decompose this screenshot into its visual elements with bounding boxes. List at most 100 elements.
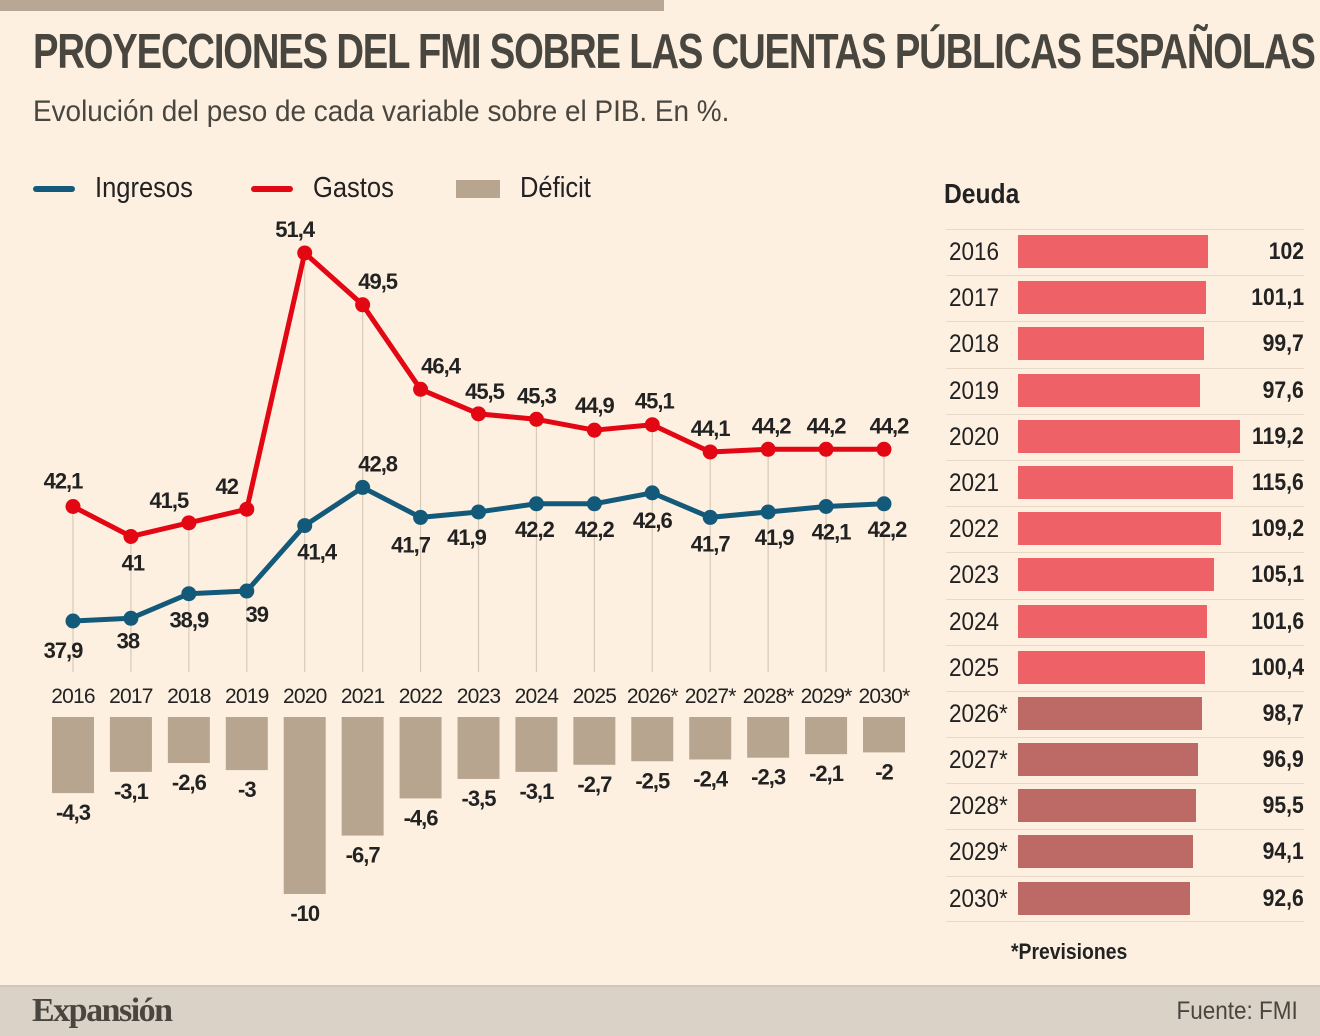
ingresos-point: [586, 496, 602, 512]
deuda-value-label: 97,6: [1262, 376, 1304, 404]
ingresos-value-label: 41,7: [391, 532, 431, 557]
legend-label-deficit: Déficit: [520, 172, 591, 204]
deuda-value-label: 99,7: [1262, 330, 1304, 358]
gastos-value-label: 44,2: [752, 413, 792, 438]
deuda-row: 2023 105,1: [946, 552, 1304, 598]
deuda-year-label: 2025: [949, 653, 1000, 682]
ingresos-value-label: 42,8: [358, 451, 398, 476]
ingresos-value-label: 38: [117, 628, 140, 653]
deuda-value-label: 101,6: [1251, 607, 1304, 635]
x-tick-label: 2028*: [743, 685, 795, 708]
deficit-value-label: -2,6: [172, 770, 207, 795]
gastos-value-label: 41: [122, 550, 145, 575]
deuda-value-label: 100,4: [1251, 653, 1304, 681]
deuda-year-label: 2020: [949, 422, 1000, 451]
ingresos-value-label: 41,9: [447, 525, 487, 550]
ingresos-line-swatch-icon: [33, 185, 75, 192]
deficit-value-label: -2,1: [809, 761, 844, 786]
deficit-value-label: -4,6: [404, 805, 439, 830]
ingresos-value-label: 42,2: [515, 517, 555, 542]
deuda-year-label: 2027*: [949, 746, 1008, 775]
deuda-bar: [1018, 327, 1204, 361]
deficit-bar: [109, 717, 152, 772]
gastos-point: [702, 444, 718, 460]
deuda-bar: [1018, 743, 1199, 777]
deuda-title: Deuda: [944, 178, 1020, 209]
x-tick-label: 2016: [51, 685, 95, 708]
deficit-value-label: -3,1: [114, 779, 149, 804]
deficit-value-label: -2,4: [693, 766, 729, 791]
ingresos-value-label: 42,2: [575, 517, 615, 542]
deficit-bar: [689, 717, 732, 760]
deficit-bar: [167, 717, 210, 764]
deuda-year-label: 2030*: [949, 884, 1008, 913]
gastos-value-label: 45,5: [465, 379, 505, 404]
gastos-value-label: 46,4: [421, 353, 462, 378]
ingresos-value-label: 38,9: [169, 608, 209, 633]
deuda-year-label: 2018: [949, 330, 1000, 359]
ingresos-value-label: 39: [246, 602, 269, 627]
x-tick-label: 2023: [457, 685, 501, 708]
deuda-year-label: 2028*: [949, 792, 1008, 821]
deuda-row: 2029* 94,1: [946, 829, 1304, 875]
deficit-bar: [631, 717, 674, 762]
deficit-bar: [573, 717, 616, 765]
ingresos-value-label: 42,6: [633, 508, 673, 533]
legend-label-gastos: Gastos: [313, 172, 394, 204]
deuda-row: 2024 101,6: [946, 598, 1304, 645]
deuda-row: 2019 97,6: [946, 367, 1304, 414]
x-tick-label: 2024: [515, 685, 560, 708]
deuda-bar: [1018, 696, 1202, 730]
ingresos-value-label: 42,2: [868, 517, 908, 542]
gastos-point: [181, 515, 197, 531]
deficit-value-label: -6,7: [346, 843, 381, 868]
ingresos-point: [471, 504, 486, 520]
ingresos-value-label: 41,9: [755, 525, 795, 550]
deficit-bar: [283, 717, 326, 894]
ingresos-point: [65, 613, 81, 629]
legend-item-deficit: Déficit: [456, 172, 601, 205]
ingresos-point: [644, 485, 660, 501]
deficit-bar: [457, 717, 500, 779]
deuda-value-label: 95,5: [1262, 792, 1304, 820]
deuda-bar: [1018, 373, 1200, 407]
deuda-year-label: 2029*: [949, 838, 1008, 867]
legend-item-gastos: Gastos: [251, 172, 405, 205]
deficit-value-label: -2,5: [635, 768, 670, 793]
deficit-value-label: -3,5: [462, 786, 497, 811]
deficit-bars: -4,3 -3,1 -2,6 -3 -10 -6,7 -4,6 -3,5 -3,1 -2,7 -2,…: [52, 717, 905, 926]
deuda-year-label: 2022: [949, 515, 1000, 544]
deficit-bar: [341, 717, 384, 836]
gastos-point: [413, 381, 429, 397]
deuda-year-label: 2023: [949, 561, 1000, 590]
gastos-point: [528, 411, 544, 427]
gastos-point: [297, 245, 313, 261]
deuda-bar: [1018, 558, 1214, 592]
ingresos-value-label: 37,9: [44, 638, 84, 663]
deuda-table: 2016 102 2017 101,1 2018 99,7 2019 97,6 2020 119,…: [946, 229, 1304, 922]
deuda-bar: [1018, 465, 1234, 499]
deuda-value-label: 119,2: [1252, 422, 1304, 450]
deuda-bar: [1018, 281, 1207, 315]
deficit-value-label: -2: [875, 759, 893, 784]
page-title: PROYECCIONES DEL FMI SOBRE LAS CUENTAS P…: [33, 25, 1316, 79]
gastos-value-label: 42: [216, 474, 239, 499]
ingresos-point: [413, 509, 429, 525]
deuda-bar: [1018, 650, 1205, 684]
ingresos-point: [702, 509, 718, 525]
ingresos-point: [239, 583, 255, 599]
ingresos-value-label: 41,7: [691, 531, 731, 556]
ingresos-value-label: 42,1: [812, 520, 852, 545]
x-tick-label: 2018: [167, 685, 211, 708]
deuda-year-label: 2017: [949, 284, 1000, 313]
x-tick-label: 2029*: [801, 685, 853, 708]
x-tick-label: 2022: [399, 685, 443, 708]
gastos-point: [876, 441, 892, 457]
deficit-bar: [225, 717, 268, 771]
footer: Expansión Fuente: FMI: [0, 985, 1320, 1036]
x-tick-label: 2017: [109, 685, 153, 708]
ingresos-value-label: 41,4: [297, 540, 338, 565]
deuda-bar: [1018, 512, 1222, 546]
deuda-bar: [1018, 881, 1191, 915]
deficit-value-label: -3,1: [519, 779, 554, 804]
